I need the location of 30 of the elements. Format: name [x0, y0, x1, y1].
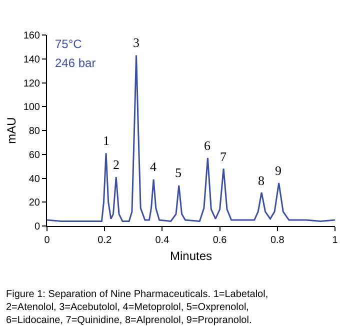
x-tick-label: 0.2 [98, 235, 112, 246]
annotation: 246 bar [55, 56, 96, 70]
annotation: 1 [103, 133, 110, 148]
y-tick-label: 160 [23, 30, 40, 42]
x-axis-title: Minutes [170, 248, 212, 263]
annotation: 5 [175, 165, 182, 180]
annotation: 9 [275, 163, 282, 178]
x-tick-label: 0.4 [155, 235, 170, 246]
annotation: 3 [133, 35, 140, 50]
annotation: 2 [113, 157, 120, 172]
caption: Figure 1: Separation of Nine Pharmaceuticals. 1=Labetalol, 2=Atenolol, 3=Acebutolol, 4=Metoprolol, 5=Oxprenolol, 6=Lidocaine, 7=Quinidine, 8=Alprenolol, 9=Propranolol. [6, 289, 268, 326]
annotation: 8 [258, 173, 264, 188]
y-tick-label: 40 [28, 174, 40, 185]
y-tick-label: 0 [34, 222, 40, 232]
x-tick-label: 0.6 [212, 235, 228, 246]
x-tick-label: 0 [44, 235, 50, 246]
line-series [47, 54, 335, 222]
y-tick-label: 60 [28, 150, 40, 161]
y-tick-label: 80 [28, 126, 40, 137]
y-tick-label: 100 [23, 102, 40, 114]
y-axis-title: mAU [4, 117, 19, 144]
y-tick-label: 20 [28, 198, 40, 209]
x-tick-label: 0.8 [270, 235, 285, 246]
y-tick-label: 140 [23, 54, 40, 66]
annotation: 4 [150, 159, 157, 174]
annotation: 7 [220, 149, 227, 164]
annotation: 6 [204, 138, 211, 153]
y-tick-label: 120 [23, 78, 40, 90]
x-tick-label: 1 [332, 235, 338, 246]
annotation: 75°C [55, 37, 82, 51]
